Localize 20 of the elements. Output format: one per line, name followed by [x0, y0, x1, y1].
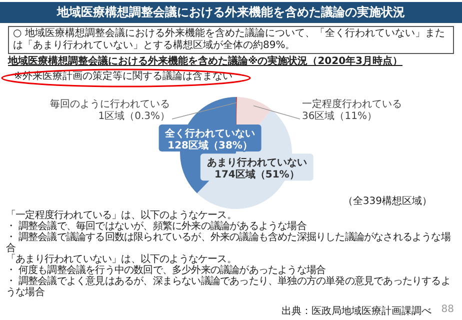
text: ○ 地域医療構想調整会議における外来機能を含めた議論について、「全く行われていない」または「あまり行われていない」とする構想区域が全体の約89%。	[8, 26, 454, 54]
slice-label: 一定程度行われている	[302, 98, 402, 110]
slice-label: 毎回のように行われている	[50, 98, 170, 110]
source-note: 出典：医政局地域医療計画課調べ	[281, 304, 432, 318]
text: （全339構想区域）	[342, 194, 432, 208]
text: ・ 調整会議で、毎回ではないが、頻繁に外来の議論があるような場合	[6, 221, 308, 232]
text: ・ 何度も調整会議を行う中の数回で、多少外来の議論があったような場合	[6, 265, 327, 276]
slice-label: あまり行われていない	[206, 156, 307, 169]
data-label: 128区域（38%）	[168, 139, 252, 152]
slice-label: 全く行われていない	[164, 127, 256, 140]
text: 「あまり行われていない」は、以下のようなケース。	[6, 254, 236, 265]
chart-title: 地域医療構想調整会議における外来機能を含めた議論の実施状況	[0, 2, 462, 23]
text: 88	[441, 304, 454, 317]
text: ・ 調整会議でよく意見はあるが、深まらない議論であったり、単独の方の単発の意見であったりするような場合	[6, 276, 452, 298]
text: ・ 調整会議で議論する回数は限られているが、外来の議論も含めた深掘りした議論がなされるような場合	[6, 232, 452, 254]
data-label: 36区域（11%）	[302, 110, 377, 122]
data-label: 174区域（51%）	[214, 168, 300, 181]
data-label: 1区域（0.3%）	[98, 110, 170, 122]
chart-subtitle: 地域医療構想調整会議における外来機能を含めた議論※の実施状況（2020年3月時点）	[8, 56, 404, 68]
text: 「一定程度行われている」は、以下のようなケース。	[6, 210, 238, 221]
